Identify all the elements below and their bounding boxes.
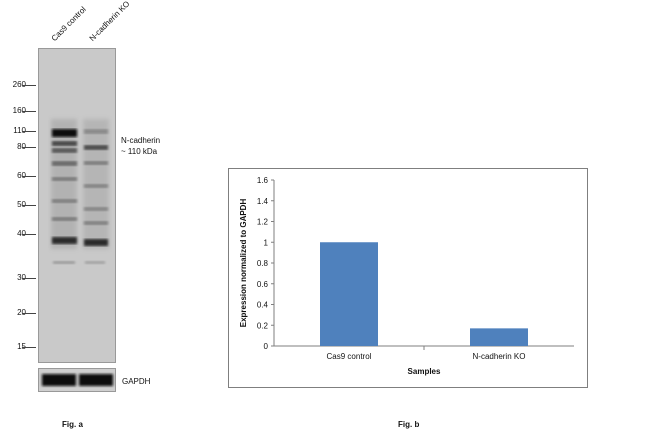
marker-110: 110 — [13, 126, 26, 135]
x-tick-label: Cas9 control — [327, 352, 372, 361]
chart-frame — [228, 168, 588, 388]
marker-30: 30 — [0, 273, 26, 282]
bars — [320, 242, 528, 346]
y-tick-label: 0.4 — [257, 301, 269, 310]
lane-label-ko: N-cadherin KO — [87, 0, 132, 43]
marker-80: 80 — [0, 142, 26, 151]
y-tick-label: 1.2 — [257, 218, 269, 227]
y-tick-label: 1.4 — [257, 197, 269, 206]
gapdh-label: GAPDH — [122, 377, 151, 386]
fig-b-caption: Fig. b — [398, 420, 420, 429]
blot-bands — [51, 119, 109, 264]
y-tick-label: 1.6 — [257, 176, 269, 185]
band-label-size: ~ 110 kDa — [121, 147, 158, 156]
y-tick-label: 0 — [264, 342, 269, 351]
marker-15: 15 — [0, 342, 26, 351]
lane-label-cas9: Cas9 control — [49, 4, 88, 44]
y-tick-label: 1 — [264, 238, 269, 247]
y-tick-label: 0.6 — [257, 280, 269, 289]
bar-chart: 0 0.2 0.4 0.6 0.8 1 1.2 1.4 1.6 Cas9 control N-ca… — [228, 168, 588, 388]
fig-a-caption: Fig. a — [62, 420, 83, 429]
marker-260: 260 — [12, 80, 26, 89]
y-tick-labels: 0 0.2 0.4 0.6 0.8 1 1.2 1.4 1.6 — [257, 176, 274, 351]
marker-50: 50 — [0, 200, 26, 209]
western-blot-main — [38, 48, 116, 363]
x-tick-labels: Cas9 control N-cadherin KO — [327, 346, 526, 361]
y-tick-label: 0.2 — [257, 321, 269, 330]
band-label-name: N-cadherin — [121, 136, 161, 145]
marker-20: 20 — [0, 308, 26, 317]
y-axis-label: Expression normalized to GAPDH — [239, 199, 248, 328]
marker-160: 160 — [12, 106, 26, 115]
marker-60: 60 — [0, 171, 26, 180]
western-blot-gapdh — [38, 368, 116, 392]
marker-40: 40 — [0, 229, 26, 238]
bar-n-cadherin-ko — [470, 328, 528, 346]
y-tick-label: 0.8 — [257, 259, 269, 268]
bar-cas9-control — [320, 242, 378, 346]
x-axis-label: Samples — [408, 367, 441, 376]
x-tick-label: N-cadherin KO — [473, 352, 526, 361]
band-label: N-cadherin ~ 110 kDa — [121, 135, 160, 157]
